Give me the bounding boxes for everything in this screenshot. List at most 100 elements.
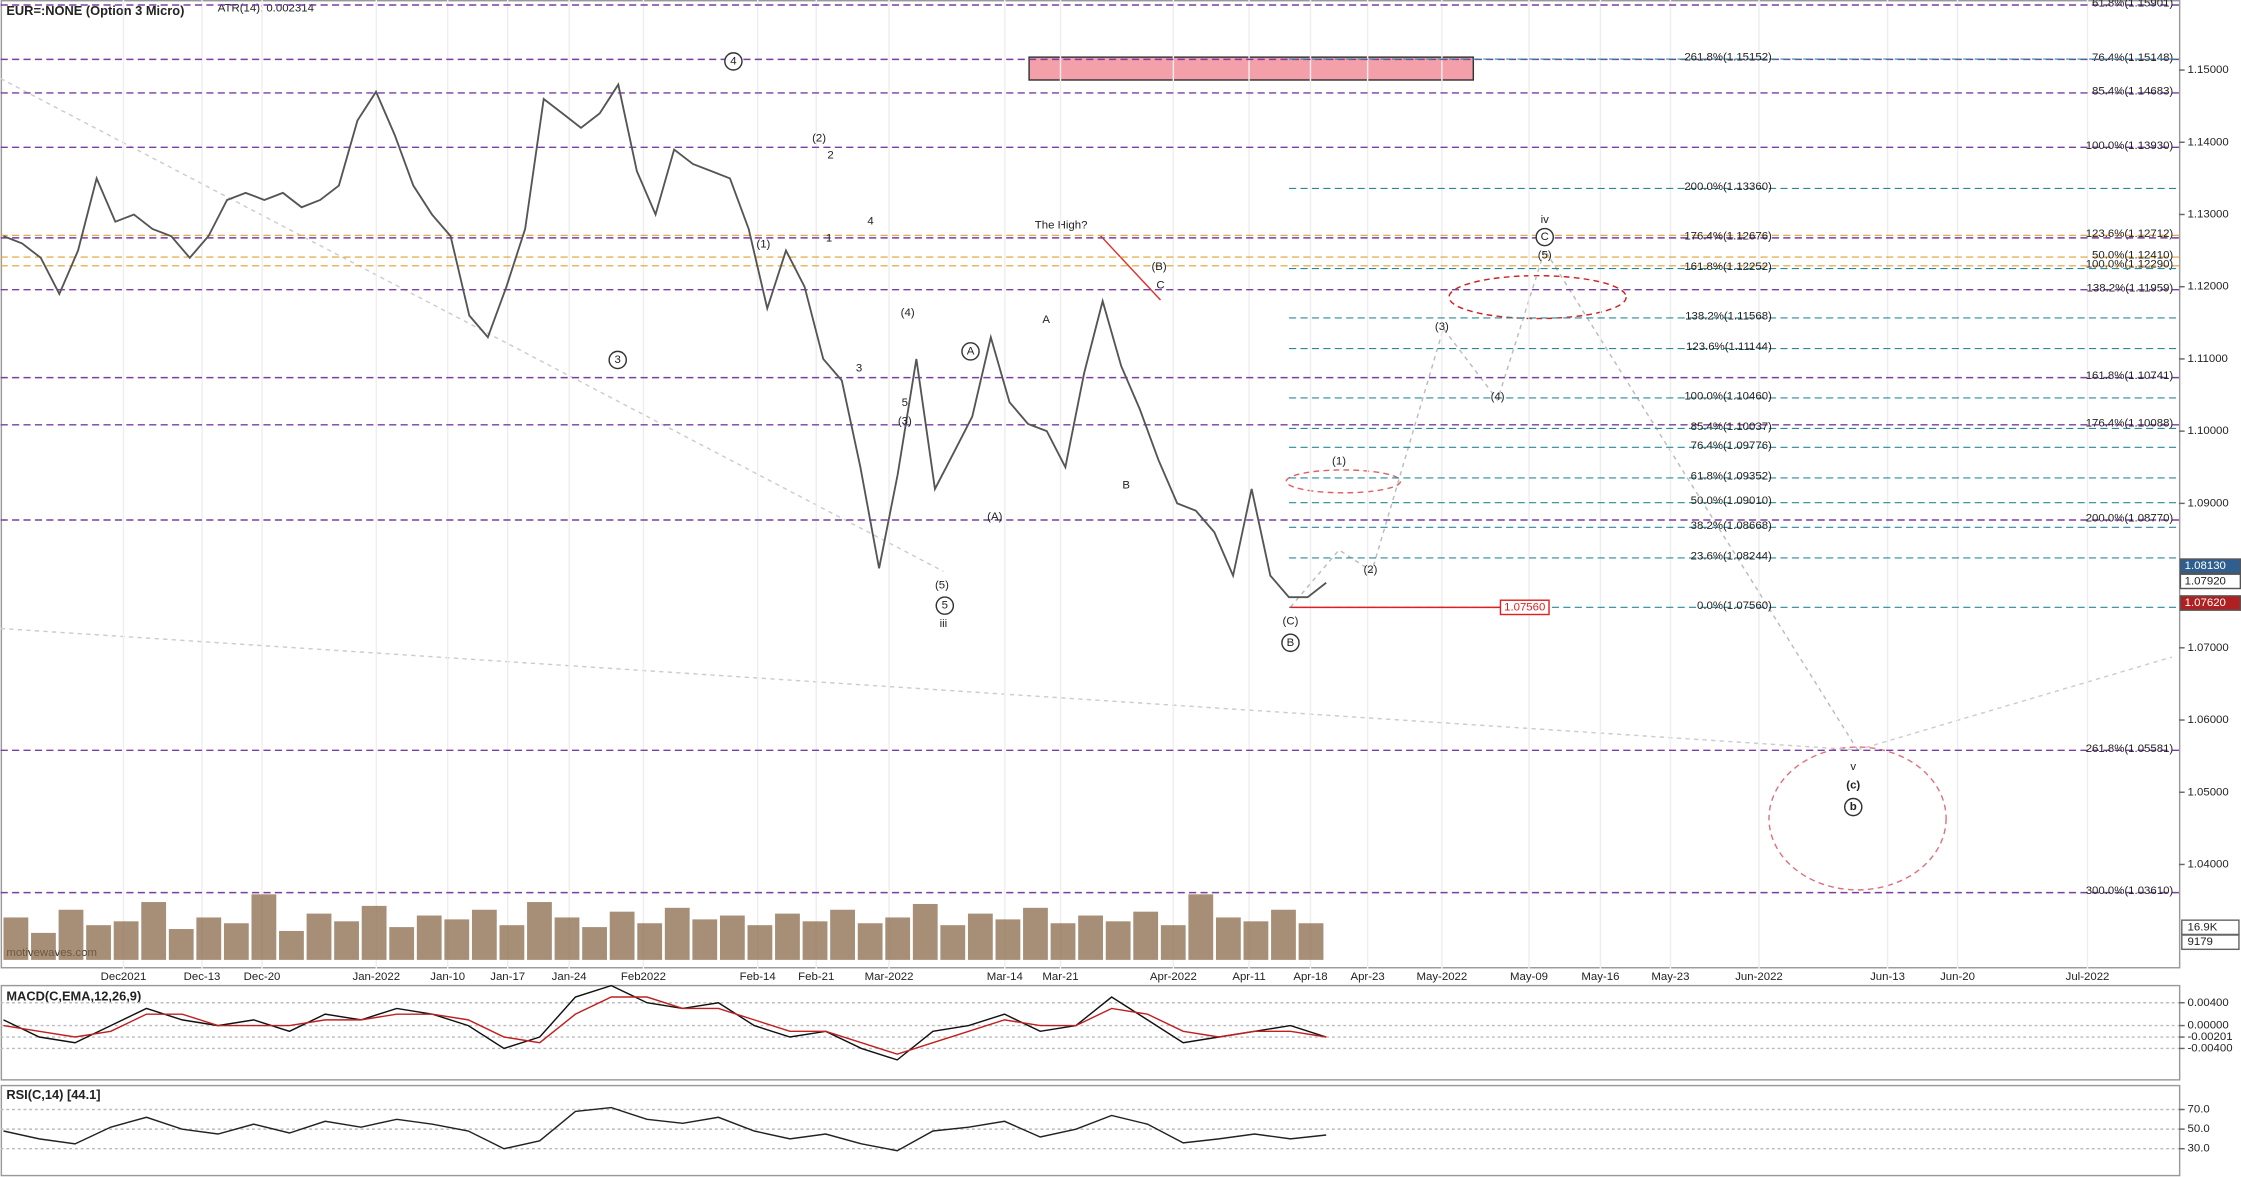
wave-circle [961, 342, 980, 361]
wave-label: C [1541, 231, 1549, 243]
fib-label: 176.4%(1.10088) [2086, 417, 2174, 429]
data-line [3, 996, 1327, 1055]
fib-label: 61.8%(1.15901) [2092, 0, 2173, 10]
data-line [3, 82, 1327, 599]
volume-tag [2181, 934, 2240, 951]
wave-label: (1) [756, 238, 770, 250]
volume-bar [499, 925, 525, 960]
x-tick-label: May-16 [1581, 971, 1619, 983]
channel-line [1857, 656, 2173, 751]
target-zone [1028, 56, 1475, 81]
volume-bar [1271, 909, 1296, 960]
volume-bar [802, 921, 828, 960]
data-line [3, 1106, 1327, 1152]
fib-label: 161.8%(1.12252) [1684, 261, 1772, 273]
volume-bar [196, 917, 222, 960]
y-tick-label: 1.11000 [2188, 353, 2228, 365]
wave-label: (4) [1491, 391, 1505, 403]
y-tick-label: 1.14000 [2188, 136, 2229, 148]
volume-bar [692, 919, 718, 960]
volume-bar [1243, 921, 1269, 960]
wave-label: A [1042, 314, 1050, 326]
fib-label: 85.4%(1.10037) [1691, 421, 1772, 433]
volume-bar [912, 903, 938, 960]
volume-bar [1023, 907, 1048, 960]
x-tick-label: Jan-2022 [353, 971, 401, 983]
wave-label: (3) [898, 415, 912, 427]
volume-bar [1188, 894, 1214, 960]
wave-label: iv [1541, 214, 1550, 226]
wave-circle [724, 52, 743, 71]
y-tick-label: 70.0 [2188, 1104, 2210, 1116]
wave-label: (B) [1151, 261, 1166, 273]
price-tag [2179, 595, 2241, 611]
fib-label: 200.0%(1.13360) [1684, 181, 1772, 193]
y-tick-label: 30.0 [2188, 1143, 2210, 1155]
x-tick-label: Jul-2022 [2066, 971, 2110, 983]
wave-label: 5 [902, 397, 908, 409]
wave-label: 2 [827, 150, 833, 162]
price-tag [2179, 573, 2241, 590]
wave-circle [1843, 797, 1863, 817]
fib-label: 85.4%(1.14683) [2092, 86, 2173, 98]
channel-line [0, 627, 1858, 751]
wave-label: 3 [856, 363, 862, 375]
volume-bar [582, 927, 607, 960]
volume-bar [361, 905, 387, 960]
y-tick-label: 50.0 [2188, 1123, 2210, 1135]
fib-label: 161.8%(1.10741) [2086, 370, 2174, 382]
volume-bar [1215, 917, 1241, 960]
fib-label: 76.4%(1.09776) [1691, 440, 1772, 452]
volume-bar [609, 911, 635, 960]
y-tick-label: 1.15000 [2188, 64, 2229, 76]
fib-label: 123.6%(1.12712) [2086, 228, 2174, 240]
y-tick-label: 1.05000 [2188, 786, 2229, 798]
level-label: 1.07560 [1504, 601, 1545, 613]
volume-bar [306, 913, 332, 960]
fib-label: 50.0%(1.09010) [1691, 495, 1772, 507]
wave-label: (5) [1538, 250, 1552, 262]
volume-tick-label: 16.9K [2188, 921, 2218, 933]
volume-bar [3, 917, 29, 960]
wave-circle [935, 596, 955, 615]
x-tick-label: May-09 [1510, 971, 1548, 983]
fib-label: 23.6%(1.08244) [1691, 551, 1772, 563]
wave-circle [1535, 227, 1555, 247]
channel-line [0, 77, 944, 572]
macd-panel [0, 984, 2181, 1081]
wave-label: b [1850, 801, 1857, 813]
volume-bar [1078, 915, 1103, 960]
y-tick-label: 1.06000 [2188, 714, 2229, 726]
wave-label: (5) [935, 580, 949, 592]
price-tag-label: 1.08130 [2185, 560, 2226, 572]
wave-circle [608, 350, 627, 370]
fib-label: 261.8%(1.05581) [2086, 743, 2174, 755]
x-tick-label: Mar-2022 [865, 971, 914, 983]
x-tick-label: Apr-2022 [1150, 971, 1197, 983]
x-tick-label: May-2022 [1417, 971, 1468, 983]
volume-bar [664, 907, 690, 960]
volume-bar [775, 913, 800, 960]
y-tick-label: 1.12000 [2188, 281, 2229, 293]
y-tick-label: 1.10000 [2188, 425, 2229, 437]
wave-label: B [1122, 480, 1130, 492]
fib-label: 300.0%(1.03610) [2086, 885, 2174, 897]
volume-bar [995, 919, 1021, 960]
data-line [3, 984, 1327, 1061]
x-tick-label: Mar-14 [987, 971, 1024, 983]
volume-bar [1105, 921, 1131, 960]
price-panel [0, 0, 2181, 969]
fib-label: 200.0%(1.08770) [2086, 513, 2174, 525]
x-tick-label: Jun-2022 [1735, 971, 1783, 983]
fib-label: 261.8%(1.15152) [1684, 52, 1772, 64]
wave-label: v [1850, 761, 1856, 773]
volume-bar [389, 927, 415, 960]
wave-label: 3 [615, 354, 621, 366]
volume-bar [471, 909, 497, 960]
y-tick-label: 1.09000 [2188, 497, 2229, 509]
y-tick-label: 0.00000 [2188, 1020, 2229, 1032]
y-tick-label: 1.04000 [2188, 858, 2229, 870]
wave-label: B [1287, 637, 1295, 649]
